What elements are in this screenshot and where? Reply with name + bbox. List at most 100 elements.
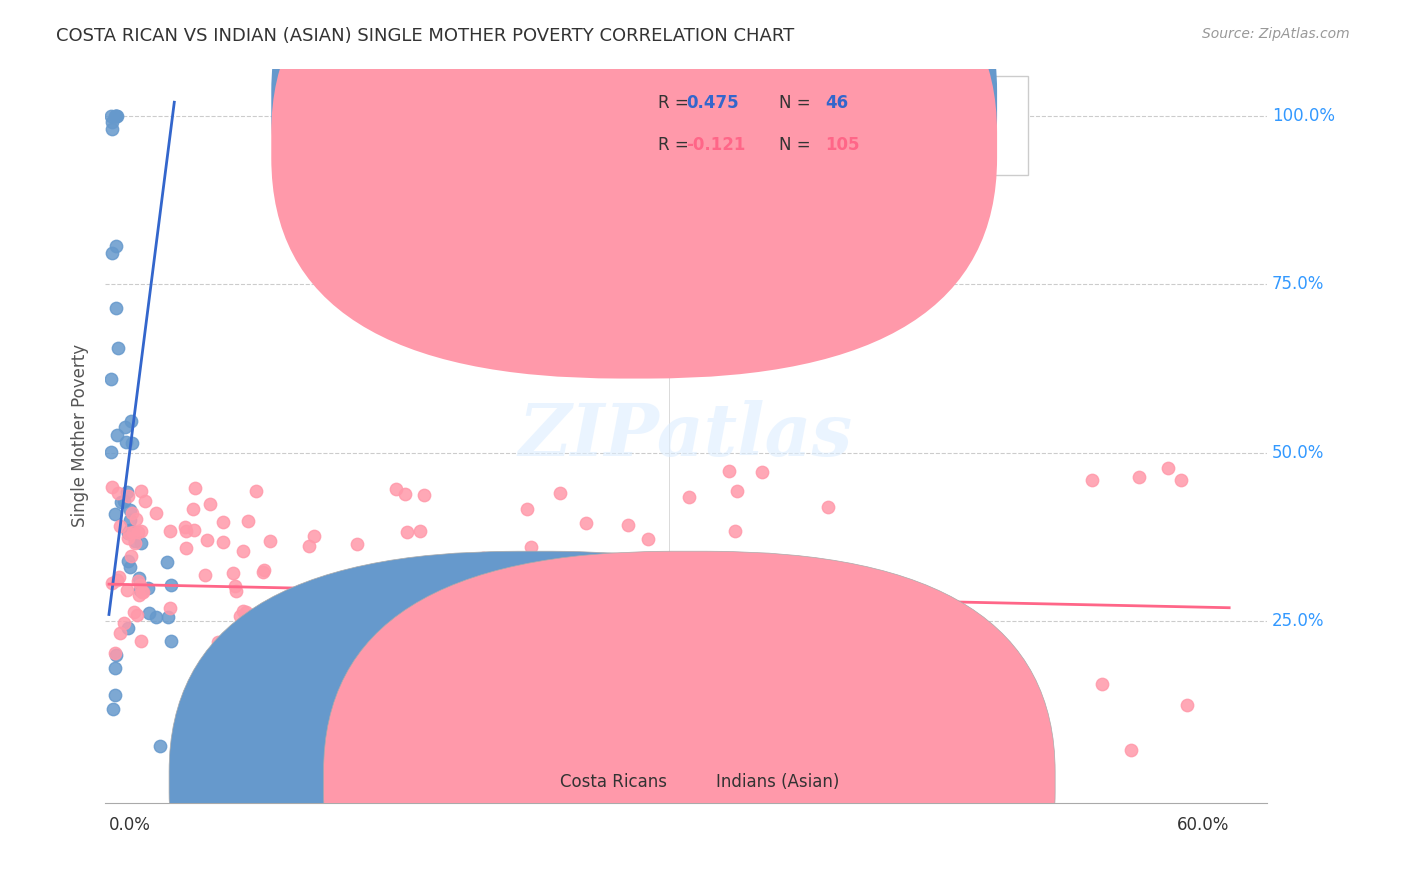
Point xyxy=(117,526,139,541)
Point xyxy=(184,481,207,495)
Text: N =: N = xyxy=(779,136,815,154)
Point xyxy=(530,614,553,628)
FancyBboxPatch shape xyxy=(169,551,901,892)
Point xyxy=(101,246,124,260)
Point xyxy=(128,571,150,585)
Point xyxy=(298,539,321,553)
Point xyxy=(129,633,152,648)
Point xyxy=(723,524,745,538)
Point xyxy=(107,485,129,500)
Point xyxy=(124,536,146,550)
Point xyxy=(873,737,896,751)
Point xyxy=(245,484,267,499)
Point xyxy=(115,435,138,450)
Point xyxy=(1128,470,1150,484)
Point xyxy=(207,635,229,649)
Point xyxy=(128,578,150,592)
Point xyxy=(548,486,571,500)
Point xyxy=(236,514,259,528)
Point xyxy=(114,419,136,434)
Text: 105: 105 xyxy=(825,136,859,154)
Point xyxy=(131,585,153,599)
Point xyxy=(426,602,449,616)
Point xyxy=(129,583,152,598)
Point xyxy=(104,646,127,660)
Point xyxy=(613,574,636,588)
Text: N =: N = xyxy=(779,94,815,112)
Point xyxy=(156,610,179,624)
Point xyxy=(520,541,543,555)
Point xyxy=(105,301,128,316)
Point xyxy=(718,465,741,479)
Point xyxy=(413,487,436,501)
Point xyxy=(224,579,246,593)
Point xyxy=(232,543,254,558)
Point xyxy=(129,483,152,498)
Point xyxy=(751,466,773,480)
Point xyxy=(101,702,124,716)
Point xyxy=(103,689,125,703)
Point xyxy=(211,515,233,529)
Y-axis label: Single Mother Poverty: Single Mother Poverty xyxy=(72,344,89,527)
Text: ZIPatlas: ZIPatlas xyxy=(519,401,853,471)
Point xyxy=(159,524,181,538)
Point xyxy=(1091,677,1114,691)
Point xyxy=(456,595,478,609)
Point xyxy=(122,525,145,540)
Point xyxy=(471,550,494,565)
Point xyxy=(101,122,124,136)
Point xyxy=(173,520,195,534)
Text: 0.475: 0.475 xyxy=(686,94,738,112)
Point xyxy=(100,445,122,459)
Point xyxy=(125,512,148,526)
Point xyxy=(346,536,368,550)
Point xyxy=(115,583,138,598)
Text: 0.0%: 0.0% xyxy=(108,816,150,834)
Point xyxy=(492,561,515,575)
Point xyxy=(118,526,141,541)
Point xyxy=(232,605,254,619)
Point xyxy=(218,630,240,644)
Point xyxy=(229,609,252,624)
Point xyxy=(302,529,325,543)
Point xyxy=(946,709,969,723)
Point xyxy=(104,239,127,253)
Point xyxy=(252,566,274,580)
Point xyxy=(117,554,139,568)
Point xyxy=(103,661,125,675)
FancyBboxPatch shape xyxy=(271,0,997,336)
Point xyxy=(120,549,142,563)
Point xyxy=(112,615,135,630)
Point xyxy=(174,524,197,538)
Point xyxy=(129,524,152,538)
Point xyxy=(117,489,139,503)
Point xyxy=(136,581,159,595)
Point xyxy=(128,588,150,602)
Point xyxy=(100,109,122,123)
Point xyxy=(159,634,181,648)
Point xyxy=(316,577,339,591)
Point xyxy=(222,566,245,580)
FancyBboxPatch shape xyxy=(323,551,1054,892)
Point xyxy=(235,605,257,619)
Text: 50.0%: 50.0% xyxy=(1272,443,1324,462)
Point xyxy=(1175,698,1198,712)
Text: COSTA RICAN VS INDIAN (ASIAN) SINGLE MOTHER POVERTY CORRELATION CHART: COSTA RICAN VS INDIAN (ASIAN) SINGLE MOT… xyxy=(56,27,794,45)
Point xyxy=(254,626,277,640)
Point xyxy=(149,739,172,753)
Point xyxy=(983,700,1005,714)
Point xyxy=(138,606,160,620)
Point xyxy=(121,506,143,520)
Text: 46: 46 xyxy=(825,94,848,112)
FancyBboxPatch shape xyxy=(599,76,1028,175)
Point xyxy=(101,115,124,129)
Point xyxy=(1157,461,1180,475)
Point xyxy=(121,436,143,450)
Text: 100.0%: 100.0% xyxy=(1272,107,1336,125)
Point xyxy=(104,507,127,521)
Point xyxy=(145,610,167,624)
Point xyxy=(253,563,276,577)
Point xyxy=(194,567,217,582)
Text: Indians (Asian): Indians (Asian) xyxy=(716,772,839,791)
Point xyxy=(117,531,139,545)
